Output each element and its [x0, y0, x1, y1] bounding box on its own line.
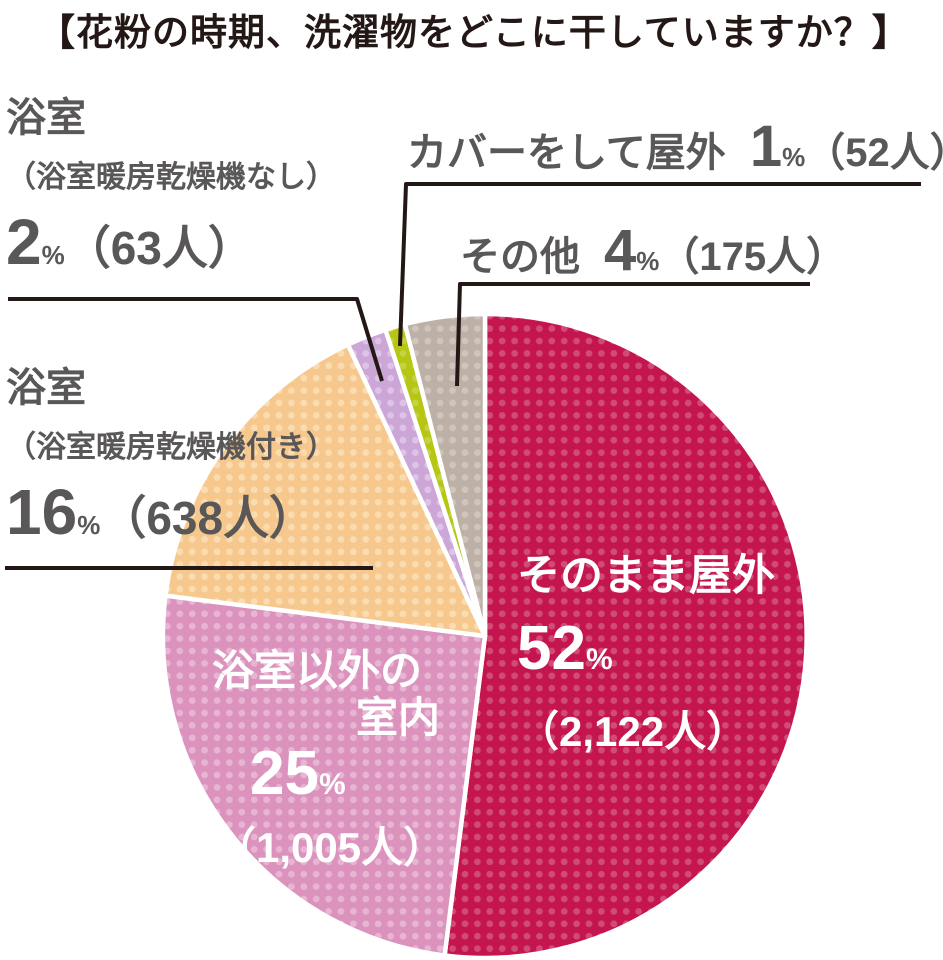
label-bath-with-dryer: 浴室 （浴室暖房乾燥機付き） 16%（638人） — [6, 366, 336, 544]
count-value: （638人） — [100, 492, 316, 544]
pie-slice-2 — [160, 593, 488, 958]
percent-value: 52 — [517, 614, 586, 683]
percent-value: 4 — [604, 218, 637, 283]
slice-value-row: 52% — [517, 614, 775, 700]
label-bath-no-dryer: 浴室 （浴室暖房乾燥機なし） 2%（63人） — [6, 96, 336, 274]
label-bath-no-dryer-sub: （浴室暖房乾燥機なし） — [6, 161, 336, 194]
percent-value: 25 — [250, 739, 319, 808]
pie-slice-3 — [163, 342, 488, 639]
chart-title: 【花粉の時期、洗濯物をどこに干していますか？】 — [38, 12, 910, 53]
label-other: その他 4%（175人） — [460, 222, 846, 295]
label-bath-with-dryer-name: 浴室 — [6, 366, 86, 410]
slice-name-line1: 浴室以外の — [212, 647, 423, 694]
slice-name-line2: 室内 — [355, 694, 440, 741]
slice-label-outdoor-as-is: そのまま屋外 52% （2,122人） — [517, 552, 775, 758]
count-value: （52人） — [805, 131, 943, 175]
pie-slice-6 — [402, 311, 488, 639]
percent-sign: % — [585, 643, 613, 676]
slice-name: そのまま屋外 — [517, 552, 775, 600]
pie-slice-1 — [442, 311, 809, 960]
count-value: （175人） — [659, 235, 847, 279]
leader-line-bath-no-dryer — [8, 297, 384, 382]
percent-value: 2 — [6, 206, 42, 278]
percent-sign: % — [41, 240, 65, 270]
count-value: （2,122人） — [517, 708, 749, 755]
label-cover-outdoor-name: カバーをして屋外 — [407, 131, 726, 175]
leader-line-other — [455, 282, 810, 387]
percent-sign: % — [782, 142, 806, 172]
count-value: （1,005人） — [214, 824, 446, 871]
label-other-name: その他 — [460, 235, 580, 279]
slice-label-indoor-non-bath: 浴室以外の 室内 25% （1,005人） — [212, 647, 446, 874]
label-bath-no-dryer-name: 浴室 — [6, 96, 86, 140]
count-value: （63人） — [64, 222, 254, 274]
percent-sign: % — [77, 510, 101, 540]
percent-value: 1 — [749, 114, 783, 179]
label-bath-no-dryer-value: 2%（63人） — [6, 210, 336, 274]
percent-value: 16 — [6, 476, 78, 548]
percent-sign: % — [636, 246, 660, 276]
percent-sign: % — [318, 768, 346, 801]
label-bath-with-dryer-value: 16%（638人） — [6, 480, 336, 544]
slice-value-row: 25% — [250, 742, 440, 822]
leader-line-cover-outdoor — [398, 182, 921, 347]
label-bath-with-dryer-sub: （浴室暖房乾燥機付き） — [6, 431, 336, 464]
